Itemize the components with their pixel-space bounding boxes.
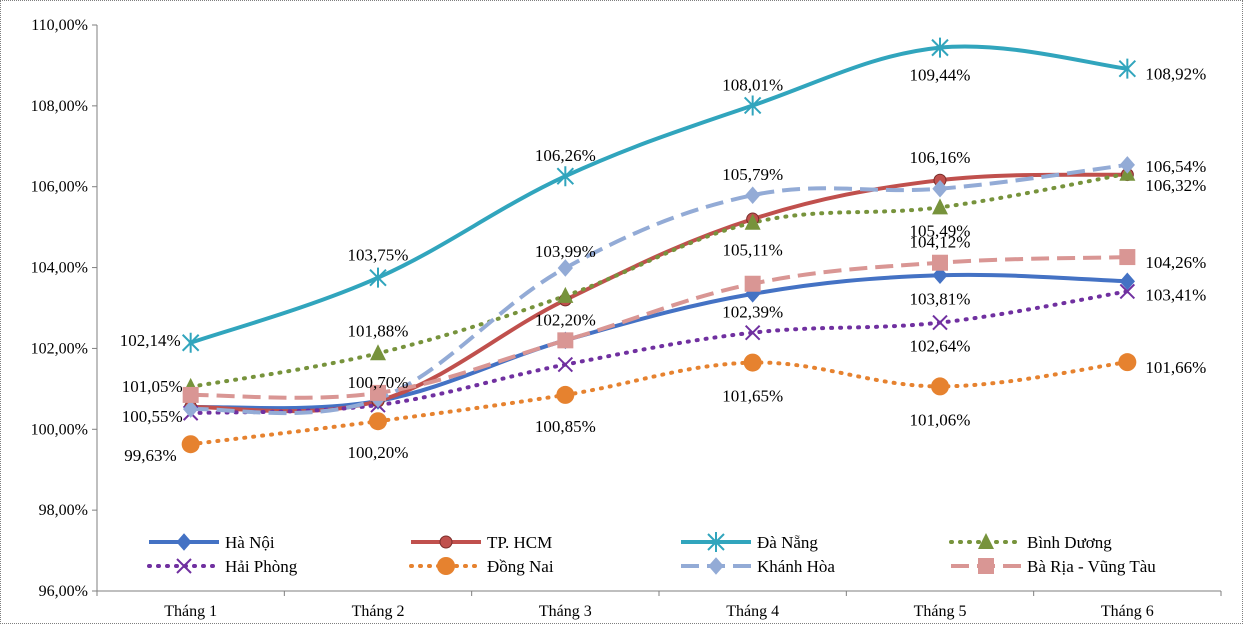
legend-item: Khánh Hòa: [681, 557, 835, 576]
legend-item: Bà Rịa - Vũng Tàu: [951, 557, 1156, 576]
series-line-3: [191, 174, 1128, 387]
data-label: 103,41%: [1145, 285, 1206, 304]
data-label: 99,63%: [124, 446, 176, 465]
series-marker-7: [557, 332, 573, 348]
data-label: 103,99%: [535, 242, 596, 261]
legend-swatch-marker: [978, 558, 994, 574]
data-label: 108,01%: [722, 75, 783, 94]
legend-item: Đà Nẵng: [681, 532, 818, 552]
legend-item: Hải Phòng: [149, 557, 298, 576]
data-label: 102,64%: [910, 337, 971, 356]
legend-swatch-marker: [440, 536, 452, 548]
series-marker-5: [1118, 353, 1136, 371]
legend-label: Bà Rịa - Vũng Tàu: [1027, 557, 1156, 576]
data-label: 101,66%: [1145, 358, 1206, 377]
legend-item: TP. HCM: [411, 533, 552, 552]
data-label: 102,14%: [120, 331, 181, 350]
legend-label: Đà Nẵng: [757, 533, 818, 552]
legend-label: Hải Phòng: [225, 557, 298, 576]
series-marker-2: [557, 166, 573, 186]
series-line-6: [191, 165, 1128, 413]
data-label: 106,54%: [1145, 157, 1206, 176]
data-label: 109,44%: [910, 66, 971, 85]
series-marker-3: [557, 287, 573, 303]
series-marker-6: [746, 187, 760, 203]
x-tick-label: Tháng 1: [164, 603, 217, 620]
data-label: 100,55%: [122, 407, 183, 426]
legend-item: Hà Nội: [149, 533, 275, 552]
series-marker-5: [369, 412, 387, 430]
legend-label: Hà Nội: [225, 533, 275, 552]
series-marker-4: [558, 358, 572, 372]
y-tick-label: 108,00%: [31, 98, 88, 115]
data-label: 105,79%: [722, 165, 783, 184]
data-label: 101,65%: [722, 387, 783, 406]
data-label: 106,16%: [910, 148, 971, 167]
series-marker-5: [182, 435, 200, 453]
data-label: 101,88%: [348, 321, 409, 340]
y-tick-label: 96,00%: [39, 583, 88, 600]
y-tick-label: 100,00%: [31, 421, 88, 438]
y-tick-label: 102,00%: [31, 340, 88, 357]
legend-swatch-marker: [437, 557, 455, 575]
series-line-1: [191, 175, 1128, 412]
data-label: 102,39%: [722, 303, 783, 322]
series-line-2: [191, 46, 1128, 342]
data-label: 102,20%: [535, 310, 596, 329]
series-marker-5: [931, 377, 949, 395]
legend-label: Đồng Nai: [487, 557, 554, 576]
legend-item: Bình Dương: [951, 533, 1112, 552]
data-label: 101,06%: [910, 410, 971, 429]
legend-item: Đồng Nai: [411, 557, 554, 576]
data-label: 101,05%: [122, 377, 183, 396]
data-label: 104,26%: [1145, 253, 1206, 272]
series-marker-2: [370, 268, 386, 288]
series-markers: [182, 38, 1137, 454]
y-tick-label: 98,00%: [39, 502, 88, 519]
data-label: 108,92%: [1145, 65, 1206, 84]
data-label: 105,11%: [723, 241, 783, 260]
series-marker-5: [556, 386, 574, 404]
y-tick-label: 106,00%: [31, 179, 88, 196]
data-labels: 102,20% 103,81% 100,55% 100,70% 106,16% 102,1…: [120, 65, 1207, 466]
series-marker-7: [183, 387, 199, 403]
series-marker-5: [744, 354, 762, 372]
data-label: 103,75%: [348, 246, 409, 265]
legend-label: TP. HCM: [487, 533, 552, 552]
data-label: 100,70%: [348, 373, 409, 392]
series-marker-4: [933, 316, 947, 330]
x-tick-label: Tháng 2: [352, 603, 405, 620]
data-label: 100,20%: [348, 443, 409, 462]
series-marker-3: [370, 344, 386, 360]
series-marker-7: [745, 276, 761, 292]
legend-swatch-marker: [177, 559, 191, 573]
series-marker-6: [558, 260, 572, 276]
x-tick-label: Tháng 5: [914, 603, 967, 620]
y-tick-label: 110,00%: [31, 17, 88, 34]
x-tick-label: Tháng 6: [1101, 603, 1154, 620]
legend: Hà Nội TP. HCM Đà Nẵng Bình Dương Hải Phòng Đ…: [149, 532, 1156, 576]
legend-swatch-marker: [177, 534, 191, 550]
series-line-5: [191, 362, 1128, 444]
data-label: 100,85%: [535, 417, 596, 436]
series-marker-7: [932, 255, 948, 271]
data-label: 106,26%: [535, 146, 596, 165]
legend-swatch-marker: [709, 558, 723, 574]
series-lines: [191, 46, 1128, 444]
x-tick-label: Tháng 3: [539, 603, 592, 620]
data-label: 106,32%: [1145, 176, 1206, 195]
legend-label: Khánh Hòa: [757, 557, 835, 576]
y-tick-label: 104,00%: [31, 260, 88, 277]
data-label: 104,12%: [910, 233, 971, 252]
legend-label: Bình Dương: [1027, 533, 1112, 552]
series-line-7: [191, 257, 1128, 398]
data-label: 103,81%: [910, 289, 971, 308]
x-tick-label: Tháng 4: [726, 603, 779, 620]
series-marker-7: [1119, 249, 1135, 265]
